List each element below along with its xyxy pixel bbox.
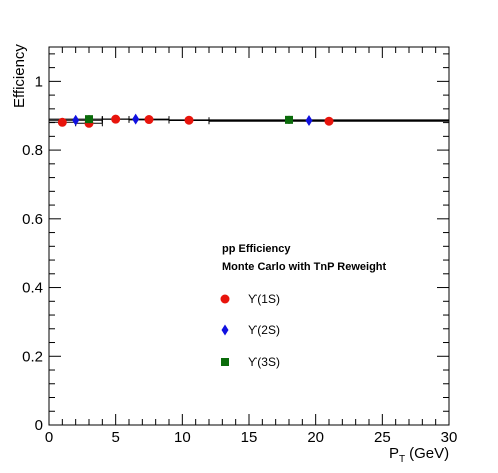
legend-marker-circle — [220, 294, 230, 304]
x-tick-label: 10 — [174, 429, 191, 446]
axis-tick-labels: 0 5 10 15 20 25 30 0 0.2 0.4 0.6 0.8 1 — [22, 73, 457, 446]
x-tick-label: 0 — [45, 429, 53, 446]
y-tick-label: 0.8 — [22, 142, 43, 159]
y-tick-label: 0.2 — [22, 348, 43, 365]
legend-label: ϒ(3S) — [248, 355, 280, 369]
data-point-circle — [184, 115, 194, 125]
data-markers — [57, 113, 334, 128]
axis-ticks — [48, 47, 450, 426]
data-point-circle — [144, 115, 154, 125]
legend-label: ϒ(1S) — [248, 292, 280, 306]
annotation-pp-efficiency: pp Efficiency — [222, 243, 291, 255]
data-point-diamond — [305, 115, 313, 127]
annotation-monte-carlo: Monte Carlo with TnP Reweight — [222, 261, 387, 273]
legend-marker-square — [221, 358, 229, 366]
data-point-square — [85, 115, 93, 124]
y-tick-label: 0.4 — [22, 280, 43, 297]
x-tick-label: 20 — [307, 429, 324, 446]
y-axis-title: Efficiency — [11, 44, 28, 108]
legend: ϒ(1S) ϒ(2S) ϒ(3S) — [220, 292, 280, 369]
x-axis-title-sub: T — [399, 454, 405, 465]
y-tick-label: 1 — [35, 73, 43, 90]
x-axis-title-unit: (GeV) — [409, 445, 449, 462]
x-axis-title: PT (GeV) — [389, 445, 449, 465]
data-point-circle — [111, 114, 121, 124]
data-point-diamond — [132, 113, 140, 125]
error-bars — [48, 115, 450, 128]
x-axis-title-main: P — [389, 445, 399, 462]
data-point-circle — [57, 117, 67, 127]
x-tick-label: 25 — [374, 429, 391, 446]
x-tick-label: 5 — [111, 429, 119, 446]
data-point-square — [285, 115, 293, 124]
data-point-circle — [324, 116, 334, 126]
y-tick-label: 0.6 — [22, 211, 43, 228]
x-tick-label: 15 — [241, 429, 258, 446]
x-tick-label: 30 — [441, 429, 458, 446]
y-tick-label: 0 — [35, 417, 43, 434]
legend-marker-diamond — [221, 324, 229, 336]
data-point-diamond — [72, 114, 80, 126]
legend-label: ϒ(2S) — [248, 323, 280, 337]
